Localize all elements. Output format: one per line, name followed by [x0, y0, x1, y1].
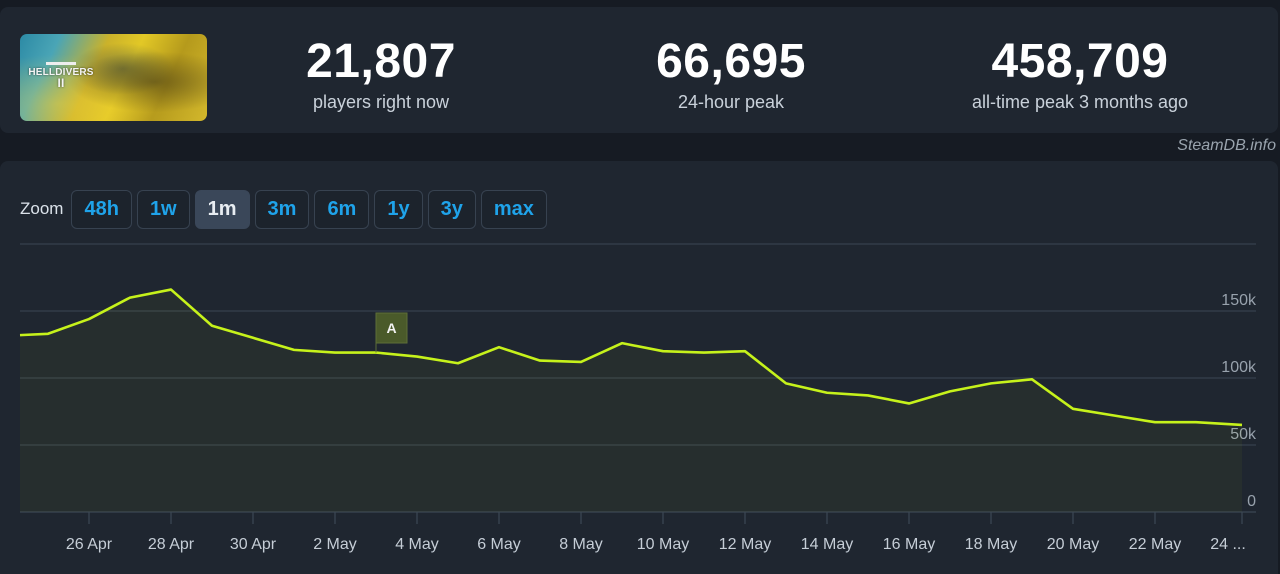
zoom-selector: Zoom 48h 1w 1m 3m 6m 1y 3y max	[20, 189, 552, 229]
stat-24h-peak: 66,695 24-hour peak	[631, 35, 831, 113]
zoom-button-48h[interactable]: 48h	[71, 189, 132, 229]
x-axis-label: 10 May	[637, 536, 689, 553]
stat-players-now: 21,807 players right now	[281, 35, 481, 113]
x-axis-label: 4 May	[395, 536, 439, 553]
x-axis-label: 26 Apr	[66, 536, 113, 553]
game-cover-image[interactable]: HELLDIVERS II	[20, 34, 207, 121]
x-axis-label: 18 May	[965, 536, 1017, 553]
x-axis-label: 16 May	[883, 536, 935, 553]
zoom-button-1y[interactable]: 1y	[374, 189, 423, 229]
player-chart-card: 0 50k 100k 150k 26 Apr 28 Apr 30 Apr 2 May 4 May…	[0, 161, 1278, 574]
x-axis-label: 24 ...	[1210, 536, 1246, 553]
player-count-line[interactable]	[19, 288, 1243, 427]
x-axis-label: 22 May	[1129, 536, 1181, 553]
steamdb-credit-link[interactable]: SteamDB.info	[1177, 137, 1276, 154]
zoom-button-max[interactable]: max	[480, 189, 547, 229]
annotation-label: A	[386, 320, 396, 336]
stat-all-time-peak: 458,709 all-time peak 3 months ago	[930, 35, 1230, 113]
stat-label: all-time peak 3 months ago	[971, 92, 1189, 112]
zoom-button-1w[interactable]: 1w	[136, 189, 190, 229]
x-axis-label: 2 May	[313, 536, 357, 553]
stat-value: 66,695	[656, 35, 806, 88]
area-fill	[20, 289, 1242, 512]
zoom-button-3y[interactable]: 3y	[427, 189, 476, 229]
x-axis-label: 20 May	[1047, 536, 1099, 553]
stat-label: players right now	[312, 92, 450, 112]
stat-value: 21,807	[306, 35, 456, 88]
game-logo: HELLDIVERS II	[28, 60, 94, 89]
x-axis-label: 6 May	[477, 536, 521, 553]
cover-art	[20, 34, 207, 121]
x-axis-label: 8 May	[559, 536, 603, 553]
y-axis-label: 50k	[1230, 426, 1257, 443]
zoom-label: Zoom	[20, 199, 64, 218]
annotation-flag[interactable]	[375, 312, 408, 344]
stat-value: 458,709	[991, 35, 1169, 88]
y-axis-label: 150k	[1221, 292, 1257, 309]
stats-card: HELLDIVERS II 21,807 players right now 6…	[0, 7, 1278, 133]
x-axis-label: 14 May	[801, 536, 853, 553]
zoom-button-6m[interactable]: 6m	[314, 189, 370, 229]
player-count-chart[interactable]: 0 50k 100k 150k 26 Apr 28 Apr 30 Apr 2 May 4 May…	[0, 161, 1278, 574]
zoom-button-3m[interactable]: 3m	[254, 189, 310, 229]
x-axis-label: 28 Apr	[148, 536, 195, 553]
y-axis-label: 100k	[1221, 359, 1257, 376]
stat-label: 24-hour peak	[677, 92, 785, 112]
x-axis-label: 12 May	[719, 536, 771, 553]
zoom-button-1m[interactable]: 1m	[194, 189, 250, 229]
x-axis-label: 30 Apr	[230, 536, 277, 553]
y-axis-label: 0	[1247, 493, 1256, 510]
